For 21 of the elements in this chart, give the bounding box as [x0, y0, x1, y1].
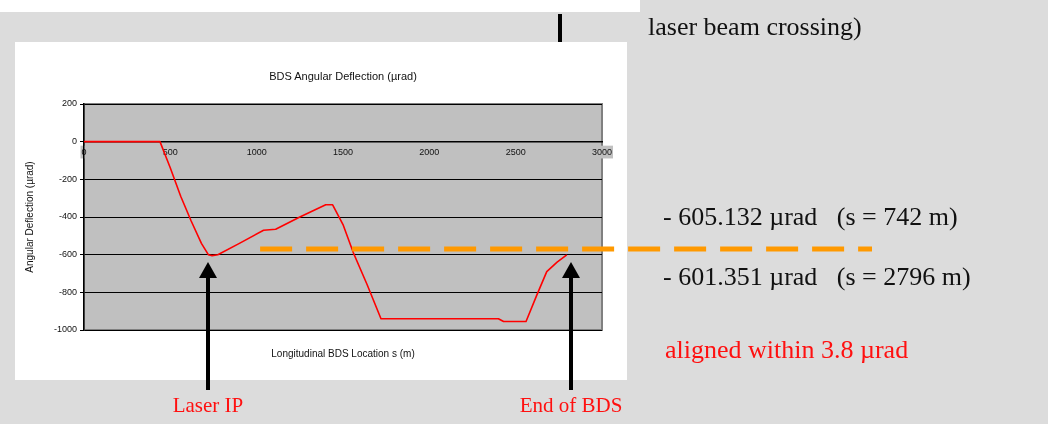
text: Laser IP — [172, 393, 244, 418]
x-tick-label: 1500 — [332, 146, 354, 157]
text: - 605.132 µrad (s = 742 m) — [663, 202, 958, 232]
text: End of BDS — [519, 393, 623, 418]
text: - 601.351 µrad (s = 2796 m) — [663, 262, 971, 292]
text: laser beam crossing) — [648, 12, 862, 42]
x-tick-label: 1000 — [246, 146, 267, 157]
y-tick-label: -800 — [58, 286, 77, 297]
x-tick-label: 2500 — [505, 146, 526, 157]
text: aligned within 3.8 µrad — [665, 335, 909, 365]
y-tick-label: -1000 — [53, 324, 77, 335]
y-tick-label: -400 — [58, 211, 77, 222]
y-tick-label: -200 — [58, 173, 77, 184]
y-tick-label: 0 — [71, 136, 77, 147]
x-axis-title: Longitudinal BDS Location s (m) — [271, 348, 415, 359]
y-axis-title: Angular Deflection (µrad) — [24, 161, 35, 273]
y-tick-label: -600 — [58, 249, 77, 260]
x-tick-label: 3000 — [591, 146, 613, 157]
chart-title: BDS Angular Deflection (µrad) — [269, 70, 417, 82]
x-tick-label: 2000 — [419, 146, 440, 157]
y-tick-label: 200 — [61, 98, 77, 109]
